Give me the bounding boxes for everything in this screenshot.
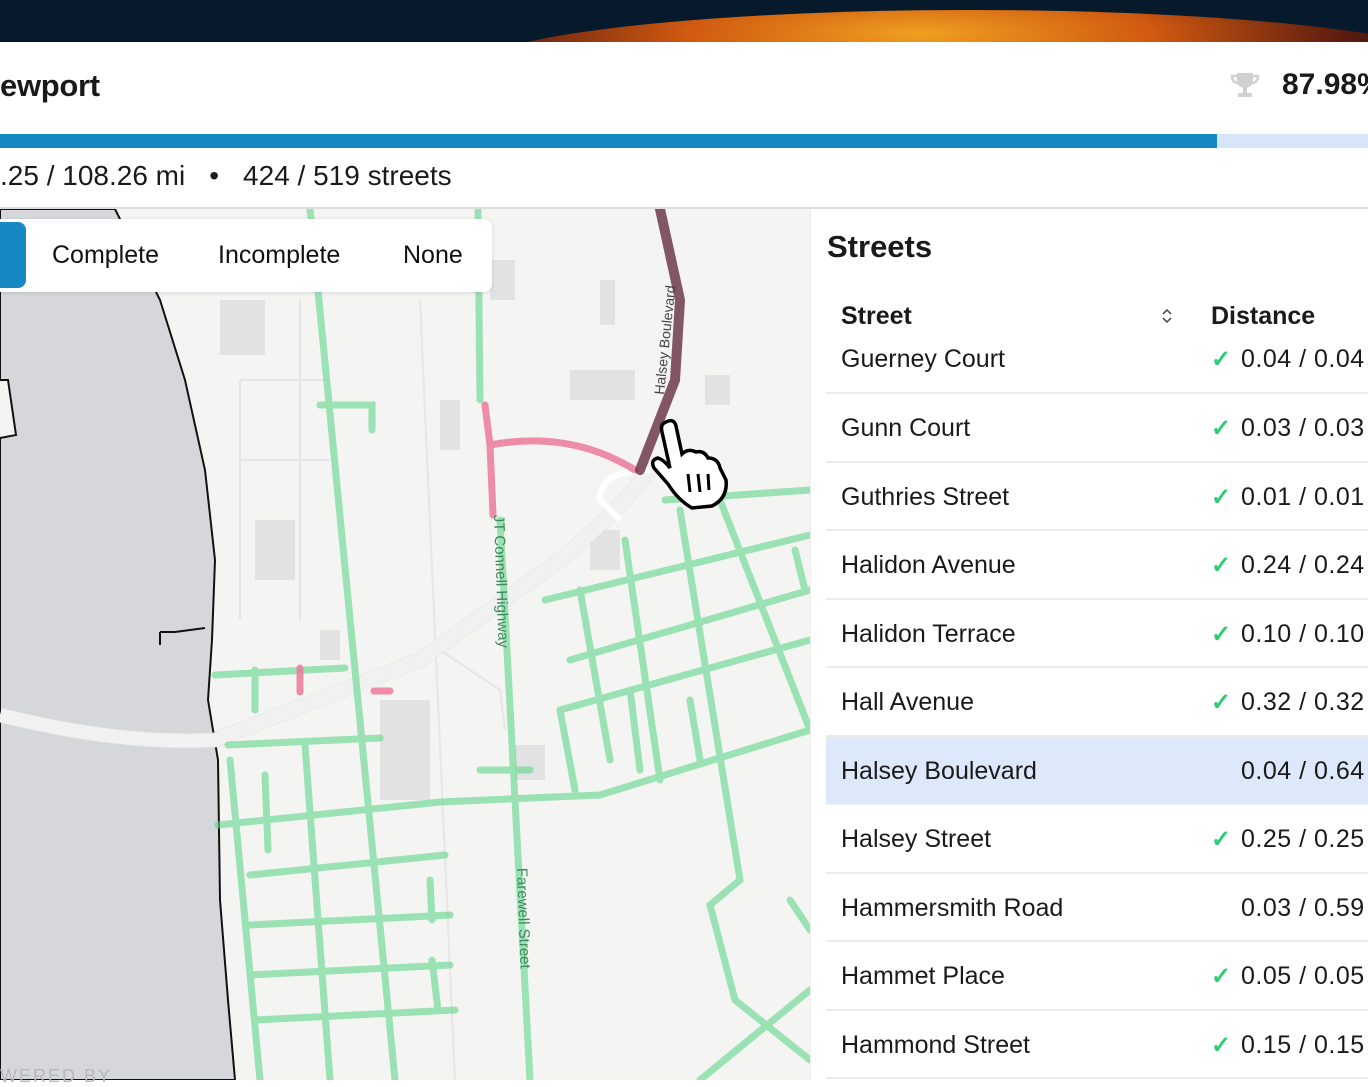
filter-option-incomplete[interactable]: Incomplete — [218, 241, 341, 269]
trophy-icon — [1230, 73, 1260, 97]
street-name: Halidon Terrace — [841, 619, 1016, 648]
street-name: Hammond Street — [841, 1030, 1030, 1059]
check-icon: ✓ — [1211, 483, 1232, 511]
street-distance: 0.25 / 0.25 — [1241, 825, 1365, 853]
minor-roads — [239, 299, 506, 1080]
divider — [0, 207, 1368, 209]
street-distance: 0.03 / 0.03 — [1241, 414, 1365, 442]
street-name: Hall Avenue — [841, 688, 974, 716]
street-distance: 0.10 / 0.10 — [1241, 619, 1365, 648]
check-icon: ✓ — [1211, 689, 1232, 716]
streets-stat: 424 / 519 streets — [243, 160, 452, 191]
filter-option-all[interactable] — [0, 222, 26, 288]
table-row[interactable]: Hammet Place ✓ 0.05 / 0.05 — [826, 942, 1368, 1011]
table-row[interactable]: Halsey Street ✓ 0.25 / 0.25 — [826, 805, 1368, 874]
filter-option-complete[interactable]: Complete — [52, 241, 159, 269]
banner-glow — [470, 10, 1368, 42]
street-distance: 0.04 / 0.04 — [1241, 345, 1365, 373]
panel-title: Streets — [827, 229, 933, 264]
column-header-distance[interactable]: Distance — [1211, 302, 1316, 330]
column-header-street[interactable]: Street — [841, 302, 912, 330]
street-distance: 0.01 / 0.01 — [1241, 482, 1365, 511]
table-row[interactable]: Halidon Avenue ✓ 0.24 / 0.24 — [826, 531, 1368, 600]
table-row[interactable]: Hammersmith Road 0.03 / 0.59 — [826, 874, 1368, 942]
streets-panel: Streets Street Distance Guerney Court ✓ 0.… — [810, 209, 1368, 1080]
check-icon: ✓ — [1211, 1031, 1232, 1059]
pier — [159, 627, 206, 645]
incomplete-streets — [296, 401, 639, 696]
map[interactable]: Halsey Boulevard JT Connell Highway Fare… — [0, 209, 810, 1080]
street-filter: Complete Incomplete None — [0, 219, 492, 292]
map-canvas[interactable]: Halsey Boulevard JT Connell Highway Fare… — [0, 209, 810, 1080]
filter-option-none[interactable]: None — [403, 241, 463, 269]
highway — [0, 465, 656, 748]
check-icon: ✓ — [1211, 826, 1232, 853]
header — [0, 42, 1368, 134]
water-area — [0, 209, 237, 1080]
table-row[interactable]: Guthries Street ✓ 0.01 / 0.01 — [826, 463, 1368, 531]
table-row[interactable]: Halsey Boulevard 0.04 / 0.64 — [826, 736, 1368, 805]
check-icon: ✓ — [1211, 415, 1232, 442]
progress-bar — [0, 134, 1368, 148]
street-label-farewell-street: Farewell Street — [513, 868, 534, 970]
highway-edge — [0, 465, 657, 749]
street-name: Halsey Boulevard — [841, 756, 1037, 785]
selected-street-halsey-boulevard[interactable] — [635, 209, 686, 475]
street-name: Halsey Street — [841, 825, 992, 853]
street-distance: 0.05 / 0.05 — [1241, 962, 1365, 990]
street-distance: 0.03 / 0.59 — [1241, 893, 1365, 922]
street-name: Guerney Court — [841, 345, 1005, 373]
street-name: Hammersmith Road — [841, 893, 1064, 922]
check-icon: ✓ — [1211, 346, 1232, 373]
street-name: Guthries Street — [841, 482, 1010, 511]
street-name: Halidon Avenue — [841, 551, 1016, 579]
progress-fill — [0, 134, 1217, 148]
buildings — [220, 260, 730, 800]
street-distance: 0.15 / 0.15 — [1241, 1030, 1365, 1059]
complete-streets — [211, 209, 810, 1080]
table-row[interactable]: Gunn Court ✓ 0.03 / 0.03 — [826, 394, 1368, 463]
sort-icon[interactable] — [1161, 307, 1173, 325]
page-title: ewport — [0, 68, 100, 103]
map-attribution[interactable]: WERED BY — [0, 1066, 113, 1086]
table-row[interactable]: Hammond Street ✓ 0.15 / 0.15 — [826, 1011, 1368, 1079]
check-icon: ✓ — [1211, 620, 1232, 648]
hand-cursor-icon — [650, 418, 728, 510]
streets-table: Guerney Court ✓ 0.04 / 0.04 Gunn Court ✓ 0.03… — [826, 325, 1368, 1079]
street-name: Hammet Place — [841, 962, 1005, 990]
street-distance: 0.04 / 0.64 — [1241, 756, 1365, 785]
table-row[interactable]: Halidon Terrace ✓ 0.10 / 0.10 — [826, 600, 1368, 668]
check-icon: ✓ — [1211, 552, 1232, 579]
check-icon: ✓ — [1211, 963, 1232, 990]
distance-stat: .25 / 108.26 mi — [0, 160, 186, 191]
stats-line: .25 / 108.26 mi • 424 / 519 streets — [0, 160, 452, 192]
separator: • — [209, 160, 220, 191]
top-banner — [0, 0, 1368, 42]
completion-percent: 87.98% — [1282, 68, 1368, 101]
street-name: Gunn Court — [841, 414, 971, 442]
island-outline — [0, 379, 18, 439]
table-row[interactable]: Guerney Court ✓ 0.04 / 0.04 — [826, 325, 1368, 394]
street-distance: 0.24 / 0.24 — [1241, 551, 1365, 579]
street-distance: 0.32 / 0.32 — [1241, 688, 1365, 716]
street-label-jt-connell-highway: JT Connell Highway — [490, 515, 512, 649]
table-row[interactable]: Hall Avenue ✓ 0.32 / 0.32 — [826, 668, 1368, 737]
